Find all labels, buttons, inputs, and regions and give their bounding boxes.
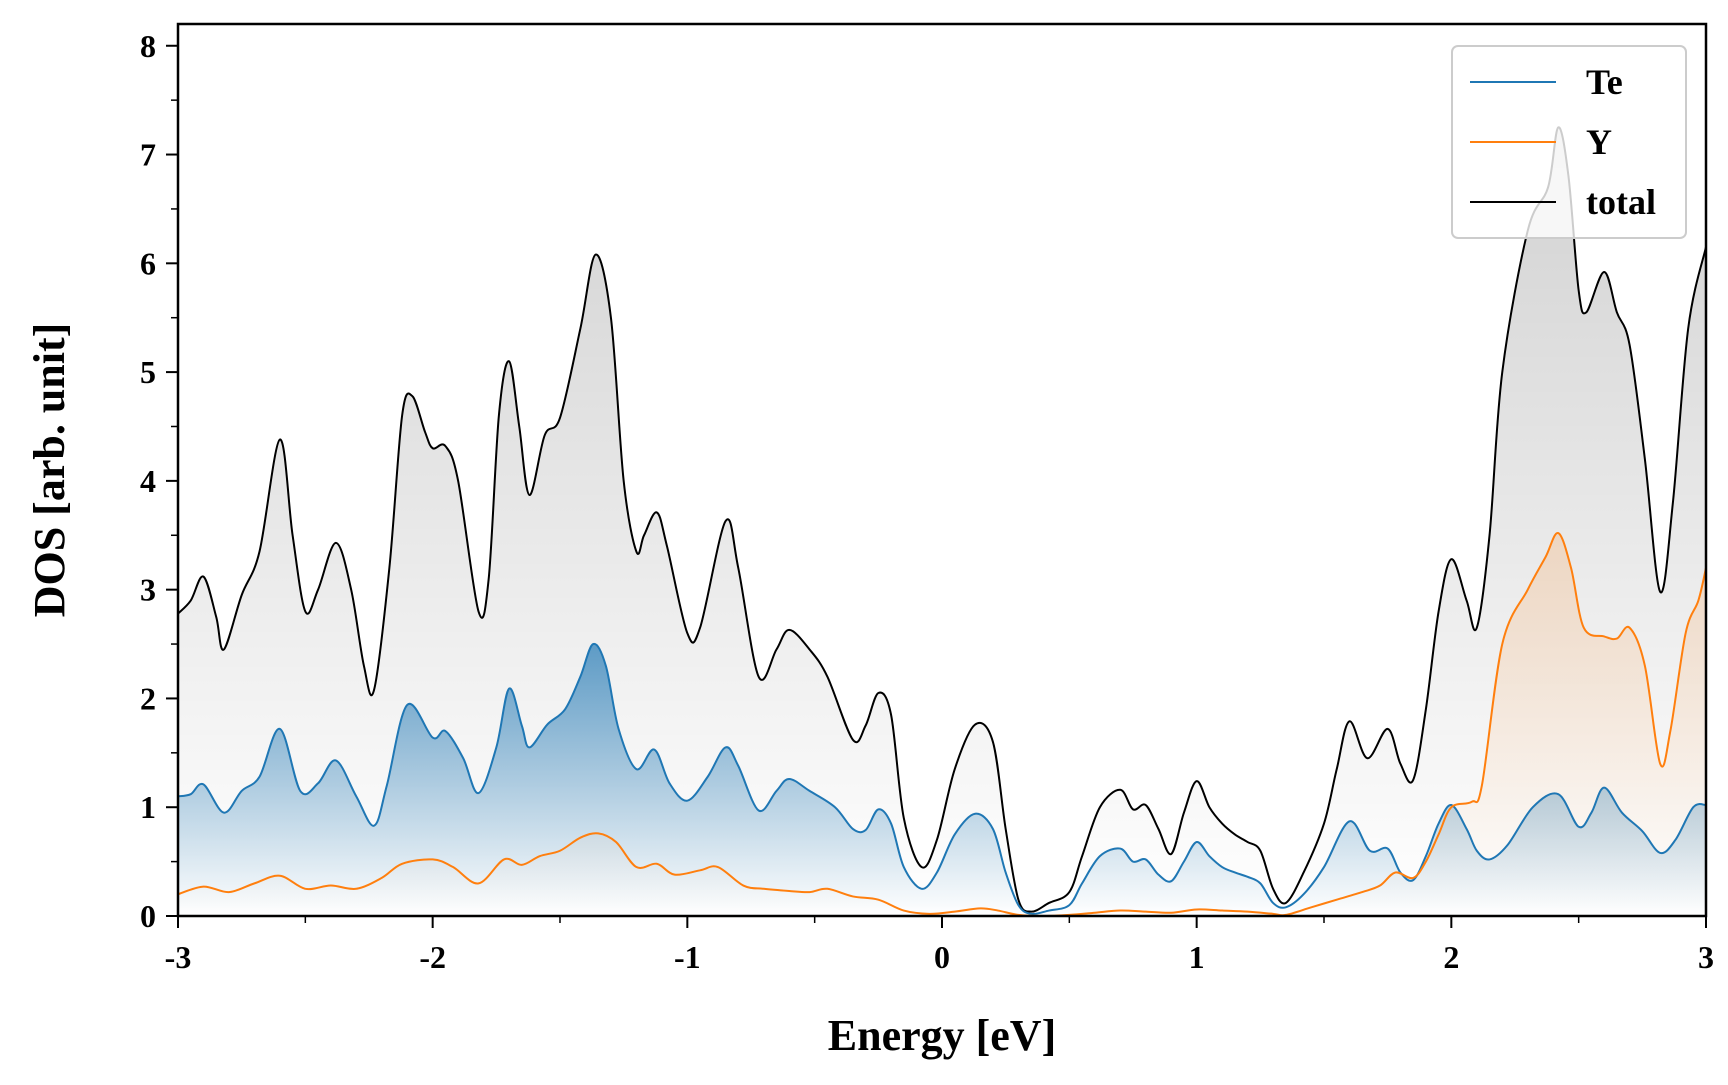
y-tick-label: 3 — [140, 572, 156, 608]
x-tick-label: -1 — [674, 939, 701, 975]
legend-box — [1451, 45, 1687, 239]
x-tick-label: 0 — [934, 939, 950, 975]
x-tick-label: -3 — [165, 939, 192, 975]
x-tick-label: 3 — [1698, 939, 1714, 975]
series-fill-te — [178, 643, 1706, 916]
y-axis-label: DOS [arb. unit] — [25, 323, 74, 618]
y-tick-label: 7 — [140, 137, 156, 173]
y-tick-label: 4 — [140, 463, 156, 499]
y-tick-label: 2 — [140, 680, 156, 716]
series-fill-y — [178, 532, 1706, 916]
series-fills — [178, 127, 1706, 916]
y-tick-label: 5 — [140, 354, 156, 390]
y-tick-label: 1 — [140, 789, 156, 825]
series-line-te — [177, 642, 1707, 915]
y-tick-label: 8 — [140, 28, 156, 64]
x-tick-label: -2 — [419, 939, 446, 975]
series-line-total — [177, 126, 1707, 913]
axis-ticks: -3 -2 -1 0 1 2 3 0 1 2 3 4 5 6 7 8 — [140, 28, 1714, 975]
legend-label-te: Te — [1586, 62, 1623, 102]
y-tick-label: 0 — [140, 898, 156, 934]
legend-label-y: Y — [1586, 122, 1612, 162]
legend-label-total: total — [1586, 182, 1656, 222]
y-tick-label: 6 — [140, 245, 156, 281]
x-tick-label: 2 — [1443, 939, 1459, 975]
x-tick-label: 1 — [1189, 939, 1205, 975]
x-axis-label: Energy [eV] — [828, 1011, 1057, 1060]
